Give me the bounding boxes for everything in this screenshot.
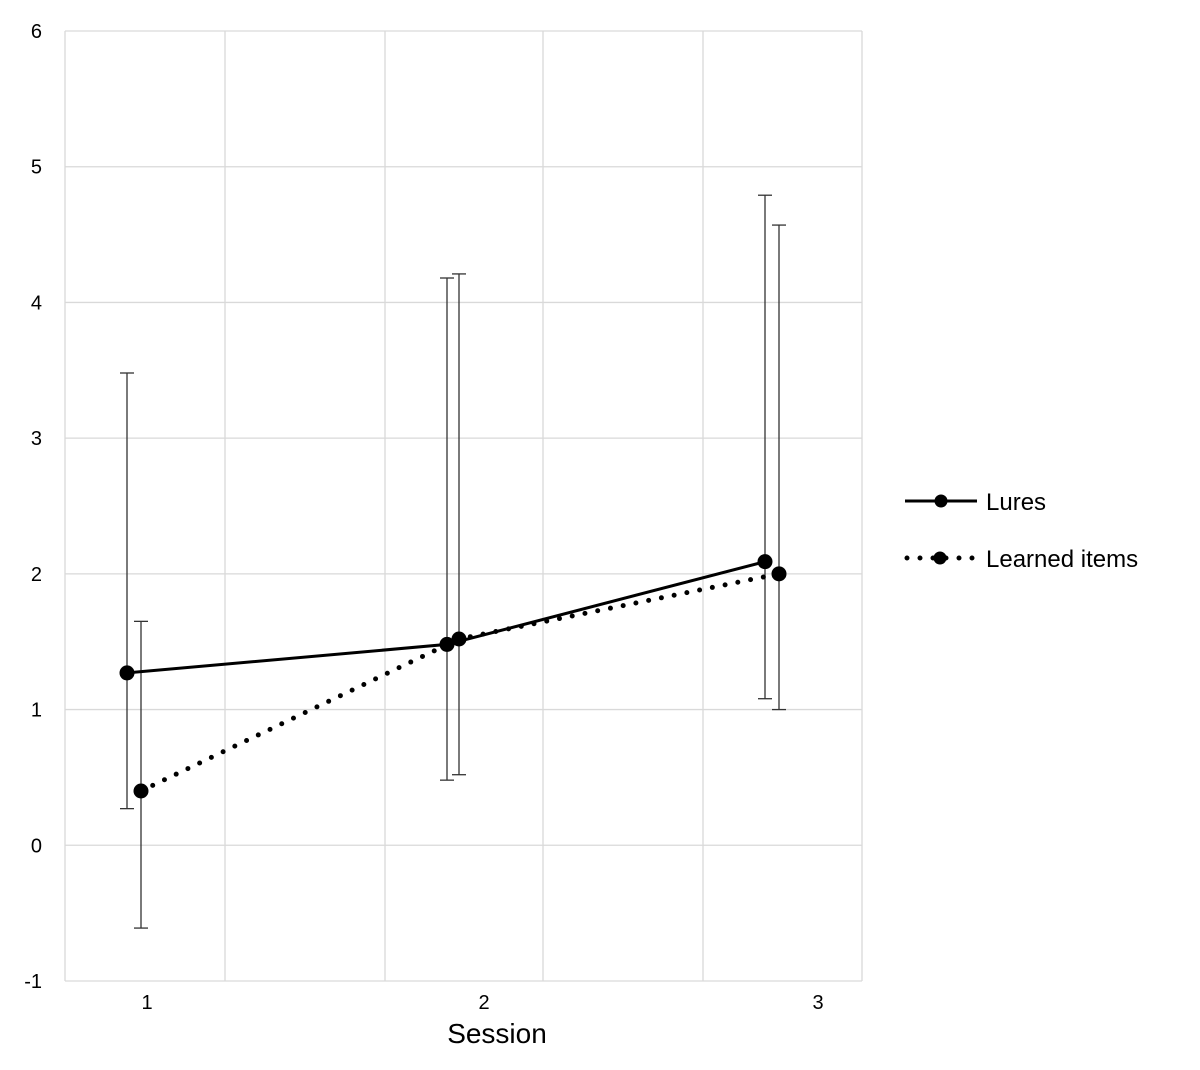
y-tick-label: 0 [31, 835, 42, 857]
y-tick-label: 2 [31, 564, 42, 586]
data-point-lures [757, 554, 773, 570]
data-point-lures [119, 665, 135, 681]
y-tick-label: -1 [24, 971, 42, 993]
y-tick-label: 4 [31, 292, 42, 314]
data-points [119, 554, 787, 799]
y-tick-label: 1 [31, 700, 42, 722]
y-axis-ticks: -1 0 1 2 3 4 5 6 [24, 21, 42, 993]
x-axis-title: Session [447, 1018, 547, 1049]
y-tick-label: 6 [31, 21, 42, 43]
series-line-lures [126, 560, 766, 675]
x-tick-label: 2 [478, 992, 489, 1014]
x-tick-label: 3 [812, 992, 823, 1014]
x-tick-label: 1 [141, 992, 152, 1014]
legend-marker-lures [934, 494, 948, 508]
x-axis-ticks: 1 2 3 [141, 992, 823, 1014]
legend-label-lures: Lures [986, 489, 1046, 516]
gridlines [64, 30, 863, 982]
data-point-learned-items [771, 566, 787, 582]
legend-item-lures: Lures [905, 489, 1046, 516]
data-point-lures [439, 636, 455, 652]
data-point-learned-items [133, 783, 149, 799]
data-point-learned-items [451, 631, 467, 647]
legend-item-learned-items: Learned items [904, 546, 1138, 573]
y-tick-label: 5 [31, 157, 42, 179]
legend: Lures Learned items [904, 489, 1138, 573]
y-tick-label: 3 [31, 428, 42, 450]
legend-marker-learned-items [933, 551, 947, 565]
legend-label-learned-items: Learned items [986, 546, 1138, 573]
error-bars [120, 194, 786, 929]
series-line-learned-items [138, 571, 782, 794]
